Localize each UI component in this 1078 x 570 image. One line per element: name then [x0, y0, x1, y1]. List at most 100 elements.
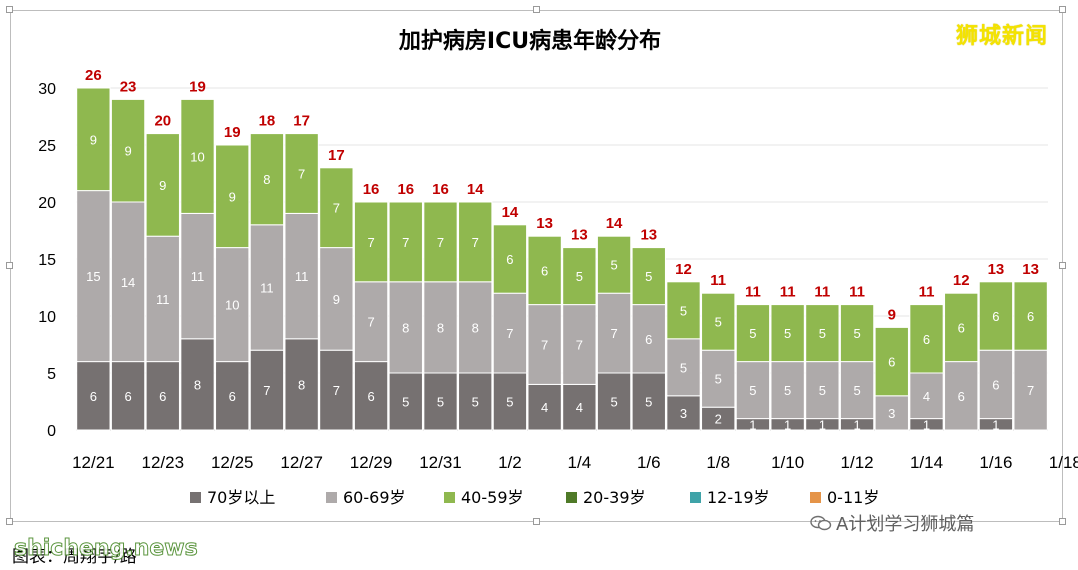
bar-value-label: 7 [402, 235, 409, 250]
bar-segment [735, 304, 771, 363]
bar-segment [770, 361, 805, 420]
x-tick-label: 12/25 [211, 453, 254, 472]
bar-value-label: 6 [958, 320, 965, 335]
bar-segment [839, 304, 875, 363]
bar-segment [423, 372, 458, 431]
bar-segment [631, 247, 666, 306]
bar-value-label: 7 [610, 326, 617, 341]
bar-value-label: 5 [853, 326, 860, 341]
bar-value-label: 5 [749, 326, 756, 341]
bar-value-label: 5 [853, 383, 860, 398]
bar-value-label: 5 [610, 395, 617, 410]
bar-value-label: 5 [680, 303, 687, 318]
bar-top-label: 16 [432, 181, 449, 198]
bar-value-label: 8 [263, 172, 270, 187]
bar-segment [76, 87, 111, 192]
bar-segment [319, 349, 354, 431]
bar-segment [562, 247, 597, 306]
bar-segment [319, 247, 354, 351]
bar-value-label: 6 [992, 377, 999, 392]
bar-value-label: 5 [784, 326, 791, 341]
bar-top-label: 23 [120, 78, 137, 95]
bar-segment [284, 133, 319, 214]
bar-value-label: 5 [749, 383, 756, 398]
bar-value-label: 9 [229, 189, 236, 204]
legend-label: 40-59岁 [461, 488, 524, 507]
bar-value-label: 5 [819, 326, 826, 341]
bar-value-label: 5 [645, 269, 652, 284]
bar-value-label: 5 [715, 372, 722, 387]
resize-handle-bottom-mid[interactable] [533, 518, 540, 525]
bar-segment [631, 372, 666, 431]
bar-value-label: 6 [90, 389, 97, 404]
bar-value-label: 4 [541, 400, 548, 415]
y-tick-label: 10 [38, 309, 56, 326]
bar-value-label: 1 [749, 417, 756, 432]
bar-value-label: 5 [437, 395, 444, 410]
resize-handle-mid-left[interactable] [6, 262, 13, 269]
bar-segment [110, 201, 146, 363]
bar-value-label: 7 [506, 326, 513, 341]
bar-segment [492, 224, 528, 294]
bar-segment [1013, 349, 1048, 431]
legend-label: 70岁以上 [207, 488, 275, 507]
bar-segment [805, 304, 840, 363]
legend-label: 0-11岁 [827, 488, 879, 507]
bar-value-label: 11 [191, 269, 205, 284]
bar-value-label: 6 [888, 355, 895, 370]
bar-segment [527, 383, 562, 431]
bar-value-label: 1 [923, 417, 930, 432]
bar-segment [215, 247, 250, 363]
bar-segment [319, 167, 354, 249]
x-tick-label: 12/21 [72, 453, 115, 472]
x-tick-label: 1/4 [568, 453, 592, 472]
bar-segment [805, 361, 840, 420]
y-tick-label: 25 [38, 138, 56, 155]
bar-value-label: 5 [402, 395, 409, 410]
y-tick-label: 30 [38, 81, 56, 98]
bar-value-label: 1 [784, 417, 791, 432]
bar-segment [423, 201, 458, 283]
y-tick-label: 20 [38, 195, 56, 212]
bar-value-label: 7 [1027, 383, 1034, 398]
bar-value-label: 5 [715, 315, 722, 330]
x-tick-label: 12/27 [280, 453, 323, 472]
resize-handle-bottom-left[interactable] [6, 518, 13, 525]
x-tick-label: 1/18 [1049, 453, 1078, 472]
bar-segment [874, 326, 909, 397]
bar-segment [562, 304, 597, 385]
bar-value-label: 6 [159, 389, 166, 404]
resize-handle-top-right[interactable] [1059, 6, 1066, 13]
bar-segment [666, 395, 701, 431]
bar-value-label: 3 [680, 406, 687, 421]
bar-segment [944, 292, 979, 363]
bar-value-label: 7 [333, 383, 340, 398]
bar-value-label: 6 [229, 389, 236, 404]
bar-value-label: 8 [437, 320, 444, 335]
bar-segment [145, 133, 180, 237]
bar-segment [110, 361, 146, 431]
resize-handle-top-mid[interactable] [533, 6, 540, 13]
bar-top-label: 17 [293, 113, 310, 130]
x-tick-label: 1/14 [910, 453, 943, 472]
chart-title: 加护病房ICU病患年龄分布 [398, 28, 661, 54]
bar-value-label: 6 [367, 389, 374, 404]
bar-value-label: 1 [992, 417, 999, 432]
bar-value-label: 5 [819, 383, 826, 398]
x-tick-label: 12/31 [419, 453, 462, 472]
y-tick-label: 15 [38, 252, 56, 269]
caption: 图表：周翔宇/路 [12, 547, 137, 567]
bar-value-label: 1 [853, 417, 860, 432]
y-tick-label: 5 [47, 366, 56, 383]
resize-handle-top-left[interactable] [6, 6, 13, 13]
y-tick-label: 0 [47, 423, 56, 440]
resize-handle-bottom-right[interactable] [1059, 518, 1066, 525]
resize-handle-mid-right[interactable] [1059, 262, 1066, 269]
x-tick-label: 1/8 [706, 453, 730, 472]
bar-top-label: 9 [888, 306, 896, 323]
bar-top-label: 12 [953, 272, 970, 289]
bar-value-label: 11 [260, 281, 274, 296]
wechat-icon [810, 515, 832, 531]
bar-segment [631, 304, 666, 374]
